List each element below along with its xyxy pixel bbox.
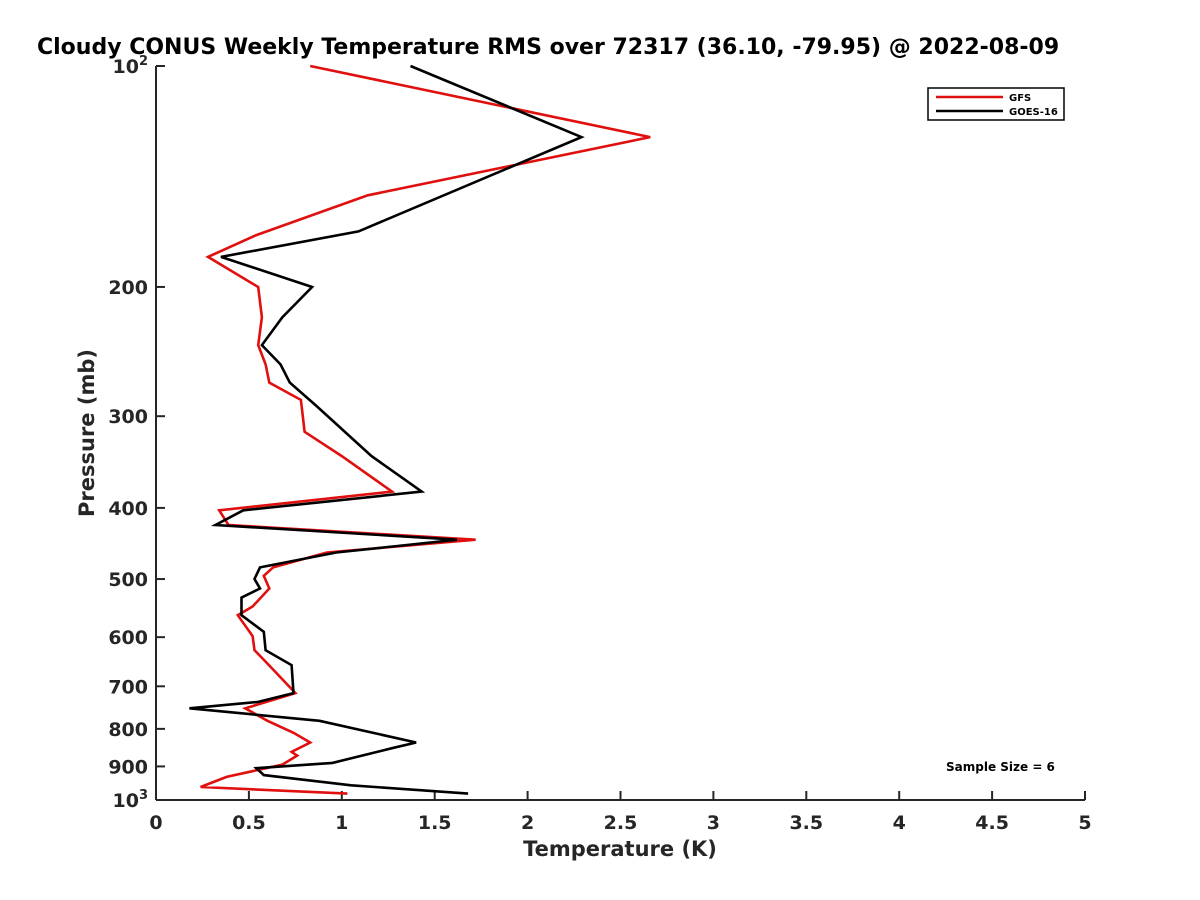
- y-tick-label: 700: [108, 676, 148, 698]
- y-tick-label: 600: [108, 627, 148, 649]
- legend-label-gfs: GFS: [1009, 93, 1031, 104]
- x-tick-label: 3: [707, 812, 720, 834]
- y-tick-label: 103: [113, 788, 149, 812]
- x-tick-label: 2: [521, 812, 534, 834]
- x-tick-label: 2.5: [604, 812, 638, 834]
- y-tick-label: 500: [108, 569, 148, 591]
- y-tick-label: 300: [108, 406, 148, 428]
- legend: GFS GOES-16: [927, 87, 1065, 121]
- x-tick-label: 4.5: [975, 812, 1009, 834]
- y-tick-label: 200: [108, 277, 148, 299]
- series-line-gfs: [200, 64, 651, 795]
- x-tick-label: 5: [1078, 812, 1091, 834]
- x-tick-label: 0.5: [232, 812, 266, 834]
- legend-box: [927, 87, 1065, 121]
- y-axis-label: Pressure (mb): [75, 349, 99, 517]
- axes: 0 0.5 1 1.5 2 2.5 3 3.5 4 4.5 5 102 200 300 400 500 600 7…: [108, 54, 1091, 834]
- y-tick-label: 102: [113, 54, 149, 78]
- y-tick-label: 800: [108, 719, 148, 741]
- legend-label-goes16: GOES-16: [1009, 107, 1058, 118]
- x-tick-label: 1.5: [418, 812, 452, 834]
- x-axis-label: Temperature (K): [523, 837, 717, 861]
- y-tick-label: 400: [108, 498, 148, 520]
- x-tick-label: 3.5: [789, 812, 823, 834]
- sample-size-annotation: Sample Size = 6: [946, 760, 1055, 774]
- x-tick-label: 0: [149, 812, 162, 834]
- series-line-goes16: [189, 64, 585, 795]
- series-layer: [189, 64, 651, 795]
- x-tick-label: 1: [335, 812, 348, 834]
- y-tick-label: 900: [108, 756, 148, 778]
- x-tick-label: 4: [893, 812, 906, 834]
- chart-title: Cloudy CONUS Weekly Temperature RMS over…: [37, 35, 1059, 60]
